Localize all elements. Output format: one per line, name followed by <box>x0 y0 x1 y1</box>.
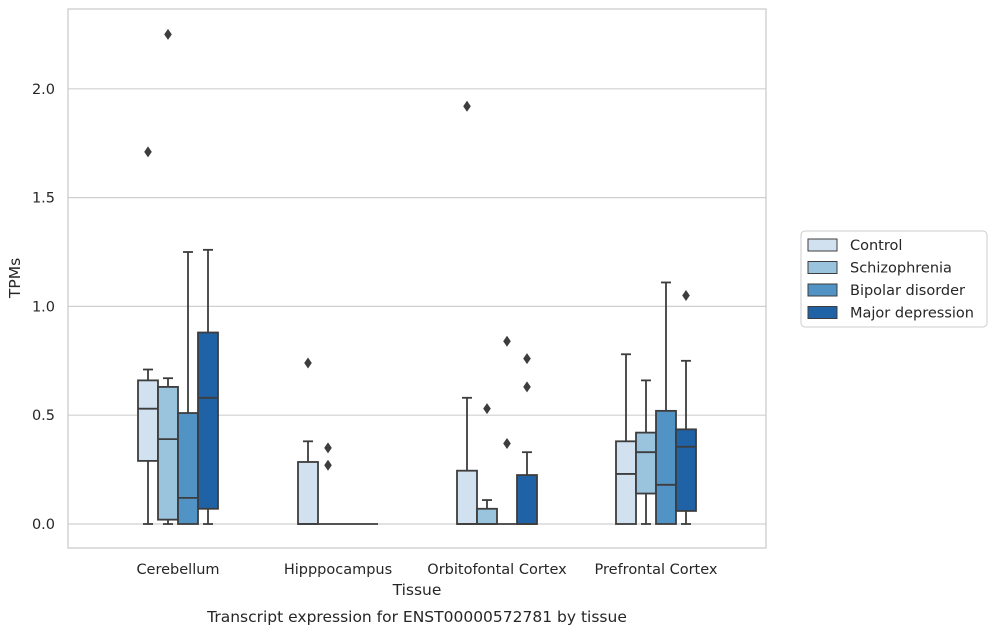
box-bipolar-disorder-2 <box>497 335 517 525</box>
legend-frame <box>800 230 988 328</box>
outlier-point <box>463 100 471 112</box>
x-tick-label-cerebellum: Cerebellum <box>136 562 219 578</box>
outlier-point <box>503 335 511 347</box>
box-iqr <box>456 469 478 525</box>
box-schizophrenia-0 <box>157 28 179 525</box>
outlier-point <box>682 290 690 302</box>
box-iqr <box>615 440 637 525</box>
legend-item-control: Control <box>807 238 902 254</box>
box-control-1 <box>297 357 319 525</box>
box-control-2 <box>456 100 478 525</box>
legend-label: Control <box>850 238 902 254</box>
box-iqr <box>157 386 179 521</box>
outlier-point <box>164 28 172 40</box>
legend-label: Major depression <box>850 306 974 322</box>
box-iqr <box>635 431 657 495</box>
box-iqr <box>197 331 219 510</box>
box-iqr <box>655 409 677 525</box>
box-major-depression-0 <box>197 248 219 525</box>
legend: Control Schizophrenia Bipolar disorder Majo… <box>800 230 988 328</box>
box-control-3 <box>615 353 637 525</box>
box-schizophrenia-1 <box>318 442 338 525</box>
box-schizophrenia-3 <box>635 379 657 525</box>
legend-label: Schizophrenia <box>850 261 952 277</box>
box-bipolar-disorder-3 <box>655 281 677 525</box>
outlier-point <box>144 146 152 158</box>
legend-swatch <box>807 283 838 297</box>
box-iqr <box>177 412 199 525</box>
y-axis-label: TPMs <box>6 258 24 299</box>
outlier-point <box>503 437 511 449</box>
x-axis-label: Tissue <box>392 581 442 599</box>
y-tick-label: 0.5 <box>32 408 55 424</box>
outlier-point <box>483 403 491 415</box>
legend-swatch <box>807 306 838 319</box>
legend-item-bipolar-disorder: Bipolar disorder <box>807 283 965 299</box>
box-major-depression-2 <box>516 353 538 525</box>
y-tick-label: 2.0 <box>32 82 55 98</box>
x-tick-label-hipppocampus: Hipppocampus <box>284 562 392 578</box>
legend-swatch <box>807 261 838 274</box>
chart-caption: Transcript expression for ENST0000057278… <box>206 608 627 626</box>
y-tick-label: 1.5 <box>32 191 55 207</box>
y-tick-label: 1.0 <box>32 299 55 315</box>
x-tick-label-prefrontal-cortex: Prefrontal Cortex <box>595 562 718 578</box>
x-tick-label-orbitofontal-cortex: Orbitofontal Cortex <box>427 562 567 578</box>
outlier-point <box>523 381 531 393</box>
box-schizophrenia-2 <box>476 403 498 525</box>
box-bipolar-disorder-0 <box>177 251 199 525</box>
box-iqr <box>516 474 538 525</box>
box-iqr <box>297 461 319 525</box>
plot-area-frame <box>67 8 767 549</box>
box-iqr <box>675 428 697 512</box>
y-tick-label: 0.0 <box>32 517 55 533</box>
box-major-depression-3 <box>675 290 697 525</box>
box-series-group <box>137 28 697 525</box>
outlier-point <box>324 459 332 471</box>
outlier-point <box>324 442 332 454</box>
box-control-0 <box>137 146 159 525</box>
y-axis-ticks: 0.0 0.5 1.0 1.5 2.0 <box>32 82 55 533</box>
legend-label: Bipolar disorder <box>850 283 965 299</box>
legend-swatch <box>807 238 838 252</box>
outlier-point <box>304 357 312 369</box>
legend-item-schizophrenia: Schizophrenia <box>807 261 952 277</box>
outlier-point <box>523 353 531 365</box>
x-axis-ticks: Cerebellum Hipppocampus Orbitofontal Corte… <box>136 562 717 578</box>
box-iqr <box>476 507 498 525</box>
box-iqr <box>137 379 159 462</box>
legend-item-major-depression: Major depression <box>807 306 974 322</box>
